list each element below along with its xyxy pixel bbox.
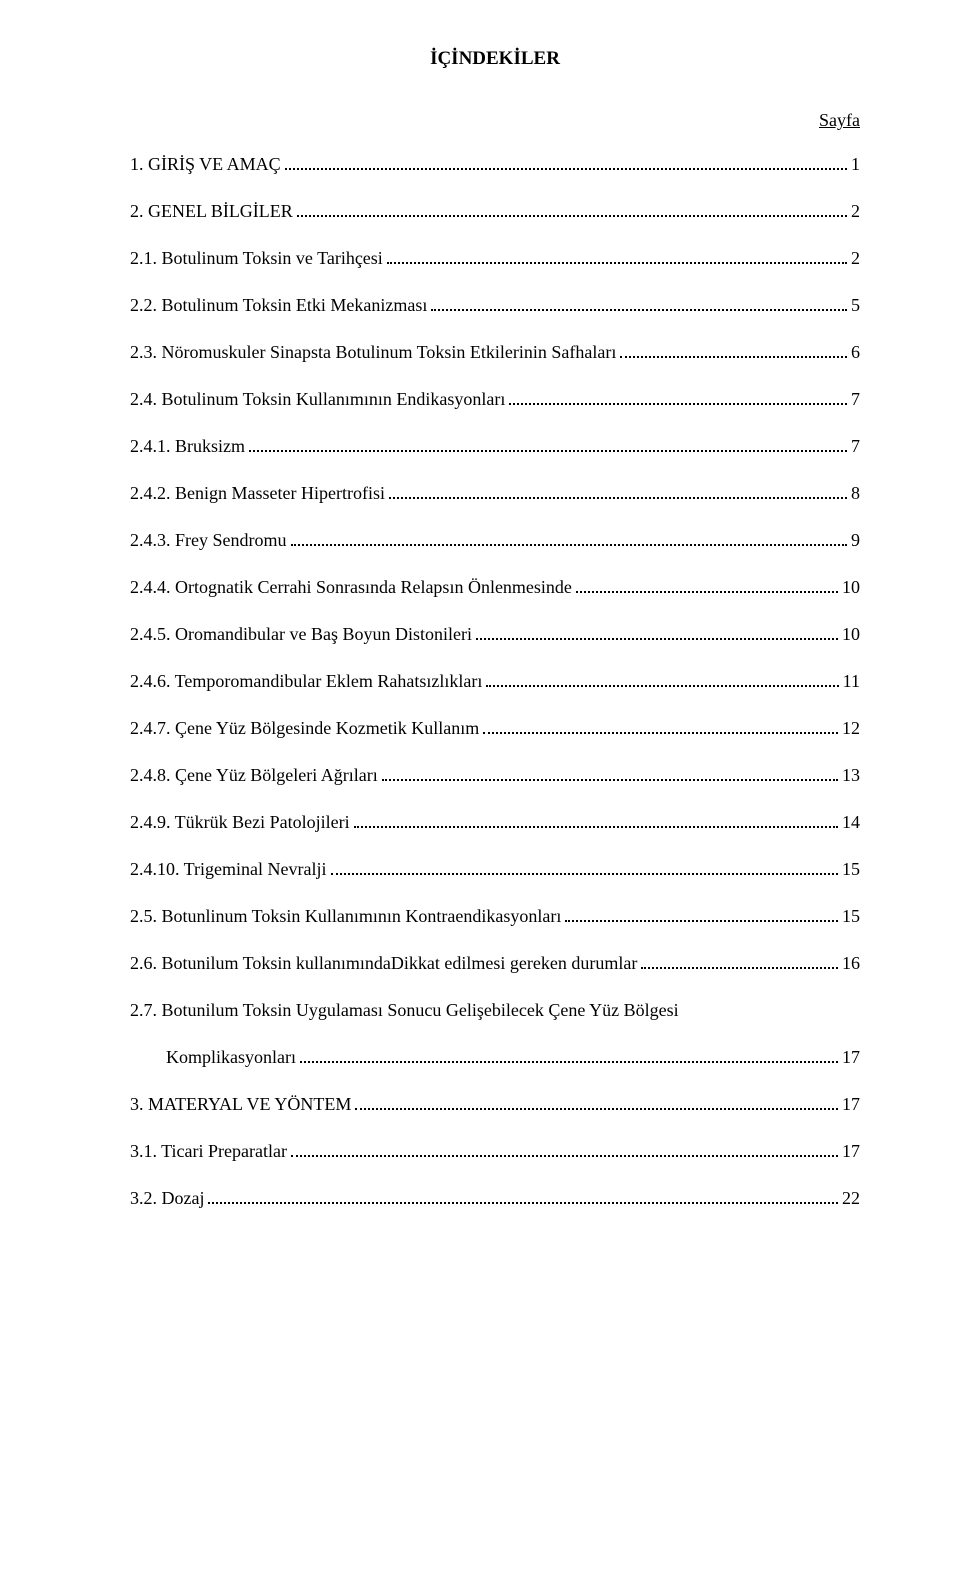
dot-leader — [486, 671, 838, 687]
toc-entry: 2.4.3. Frey Sendromu 9 — [130, 527, 860, 554]
toc-entry-page: 11 — [843, 668, 860, 695]
dot-leader — [291, 530, 848, 546]
dot-leader — [620, 342, 847, 358]
toc-entry: 2.4.4. Ortognatik Cerrahi Sonrasında Rel… — [130, 574, 860, 601]
toc-entry-page: 16 — [842, 950, 860, 977]
dot-leader — [300, 1047, 838, 1063]
dot-leader — [354, 812, 838, 828]
toc-entry-label: 3.2. Dozaj — [130, 1185, 204, 1212]
toc-entry-page: 8 — [851, 480, 860, 507]
toc-entry: 2.4.1. Bruksizm 7 — [130, 433, 860, 460]
dot-leader — [249, 436, 847, 452]
toc-entry-label: 2.4.4. Ortognatik Cerrahi Sonrasında Rel… — [130, 574, 572, 601]
toc-entry-label: 2.4. Botulinum Toksin Kullanımının Endik… — [130, 386, 505, 413]
dot-leader — [389, 483, 847, 499]
toc-entry-label: 2.2. Botulinum Toksin Etki Mekanizması — [130, 292, 427, 319]
dot-leader — [355, 1094, 838, 1110]
toc-entry: 2.4.8. Çene Yüz Bölgeleri Ağrıları 13 — [130, 762, 860, 789]
toc-entry-label: 2.4.5. Oromandibular ve Baş Boyun Diston… — [130, 621, 472, 648]
toc-entry: 2.1. Botulinum Toksin ve Tarihçesi 2 — [130, 245, 860, 272]
dot-leader — [208, 1188, 838, 1204]
toc-list: 1. GİRİŞ VE AMAÇ12. GENEL BİLGİLER22.1. … — [130, 151, 860, 977]
toc-entry-page: 6 — [851, 339, 860, 366]
toc-list-tail: 3. MATERYAL VE YÖNTEM173.1. Ticari Prepa… — [130, 1091, 860, 1212]
toc-entry-label: 2.1. Botulinum Toksin ve Tarihçesi — [130, 245, 383, 272]
toc-entry-page: 17 — [842, 1044, 860, 1071]
toc-entry-label: 2.4.3. Frey Sendromu — [130, 527, 287, 554]
toc-entry: 2.6. Botunilum Toksin kullanımındaDikkat… — [130, 950, 860, 977]
dot-leader — [483, 718, 838, 734]
dot-leader — [387, 248, 847, 264]
toc-entry-page: 10 — [842, 621, 860, 648]
toc-entry-label: 2.4.6. Temporomandibular Eklem Rahatsızl… — [130, 668, 482, 695]
dot-leader — [476, 624, 838, 640]
toc-entry-page: 14 — [842, 809, 860, 836]
toc-entry: 3.1. Ticari Preparatlar 17 — [130, 1138, 860, 1165]
toc-entry-page: 7 — [851, 433, 860, 460]
toc-entry: 2.4.10. Trigeminal Nevralji 15 — [130, 856, 860, 883]
toc-entry-page: 7 — [851, 386, 860, 413]
toc-entry: 2.4.6. Temporomandibular Eklem Rahatsızl… — [130, 668, 860, 695]
toc-entry-page: 17 — [842, 1138, 860, 1165]
toc-entry-page: 2 — [851, 198, 860, 225]
column-header-sayfa: Sayfa — [130, 110, 860, 131]
dot-leader — [509, 389, 847, 405]
toc-entry-label: 2.4.2. Benign Masseter Hipertrofisi — [130, 480, 385, 507]
dot-leader — [291, 1141, 838, 1157]
toc-entry-page: 15 — [842, 856, 860, 883]
toc-entry-line2: Komplikasyonları — [166, 1044, 296, 1071]
toc-entry-page: 9 — [851, 527, 860, 554]
toc-entry-page: 5 — [851, 292, 860, 319]
toc-entry-page: 22 — [842, 1185, 860, 1212]
toc-entry: 2.3. Nöromuskuler Sinapsta Botulinum Tok… — [130, 339, 860, 366]
toc-entry-line1: 2.7. Botunilum Toksin Uygulaması Sonucu … — [130, 997, 860, 1024]
dot-leader — [431, 295, 847, 311]
toc-entry-label: 2.4.7. Çene Yüz Bölgesinde Kozmetik Kull… — [130, 715, 479, 742]
dot-leader — [331, 859, 839, 875]
toc-entry-label: 2. GENEL BİLGİLER — [130, 198, 293, 225]
toc-entry: 1. GİRİŞ VE AMAÇ 1 — [130, 151, 860, 178]
dot-leader — [565, 906, 838, 922]
toc-entry-label: 2.6. Botunilum Toksin kullanımındaDikkat… — [130, 950, 637, 977]
toc-entry-multiline: 2.7. Botunilum Toksin Uygulaması Sonucu … — [130, 997, 860, 1071]
toc-entry-label: 3. MATERYAL VE YÖNTEM — [130, 1091, 351, 1118]
toc-entry-page: 2 — [851, 245, 860, 272]
dot-leader — [382, 765, 838, 781]
toc-entry-page: 15 — [842, 903, 860, 930]
dot-leader — [297, 201, 847, 217]
toc-entry-page: 10 — [842, 574, 860, 601]
dot-leader — [576, 577, 838, 593]
toc-entry: 2.4. Botulinum Toksin Kullanımının Endik… — [130, 386, 860, 413]
toc-entry-label: 2.4.8. Çene Yüz Bölgeleri Ağrıları — [130, 762, 378, 789]
toc-entry-label: 2.4.1. Bruksizm — [130, 433, 245, 460]
dot-leader — [285, 154, 847, 170]
toc-entry-label: 3.1. Ticari Preparatlar — [130, 1138, 287, 1165]
toc-entry: 2. GENEL BİLGİLER 2 — [130, 198, 860, 225]
toc-entry-page: 17 — [842, 1091, 860, 1118]
toc-entry-label: 2.4.10. Trigeminal Nevralji — [130, 856, 327, 883]
page-title: İÇİNDEKİLER — [130, 48, 860, 70]
toc-entry-label: 2.5. Botunlinum Toksin Kullanımının Kont… — [130, 903, 561, 930]
toc-entry: 3.2. Dozaj 22 — [130, 1185, 860, 1212]
toc-entry: 2.5. Botunlinum Toksin Kullanımının Kont… — [130, 903, 860, 930]
toc-entry-page: 1 — [851, 151, 860, 178]
toc-entry-label: 2.4.9. Tükrük Bezi Patolojileri — [130, 809, 350, 836]
toc-entry: 2.4.7. Çene Yüz Bölgesinde Kozmetik Kull… — [130, 715, 860, 742]
toc-entry: 2.2. Botulinum Toksin Etki Mekanizması 5 — [130, 292, 860, 319]
toc-entry: 2.4.9. Tükrük Bezi Patolojileri 14 — [130, 809, 860, 836]
toc-entry: 2.4.5. Oromandibular ve Baş Boyun Diston… — [130, 621, 860, 648]
toc-entry: 3. MATERYAL VE YÖNTEM 17 — [130, 1091, 860, 1118]
toc-entry-label: 2.3. Nöromuskuler Sinapsta Botulinum Tok… — [130, 339, 616, 366]
toc-entry-page: 13 — [842, 762, 860, 789]
toc-entry-label: 1. GİRİŞ VE AMAÇ — [130, 151, 281, 178]
dot-leader — [641, 953, 838, 969]
toc-entry: 2.4.2. Benign Masseter Hipertrofisi 8 — [130, 480, 860, 507]
toc-entry-page: 12 — [842, 715, 860, 742]
